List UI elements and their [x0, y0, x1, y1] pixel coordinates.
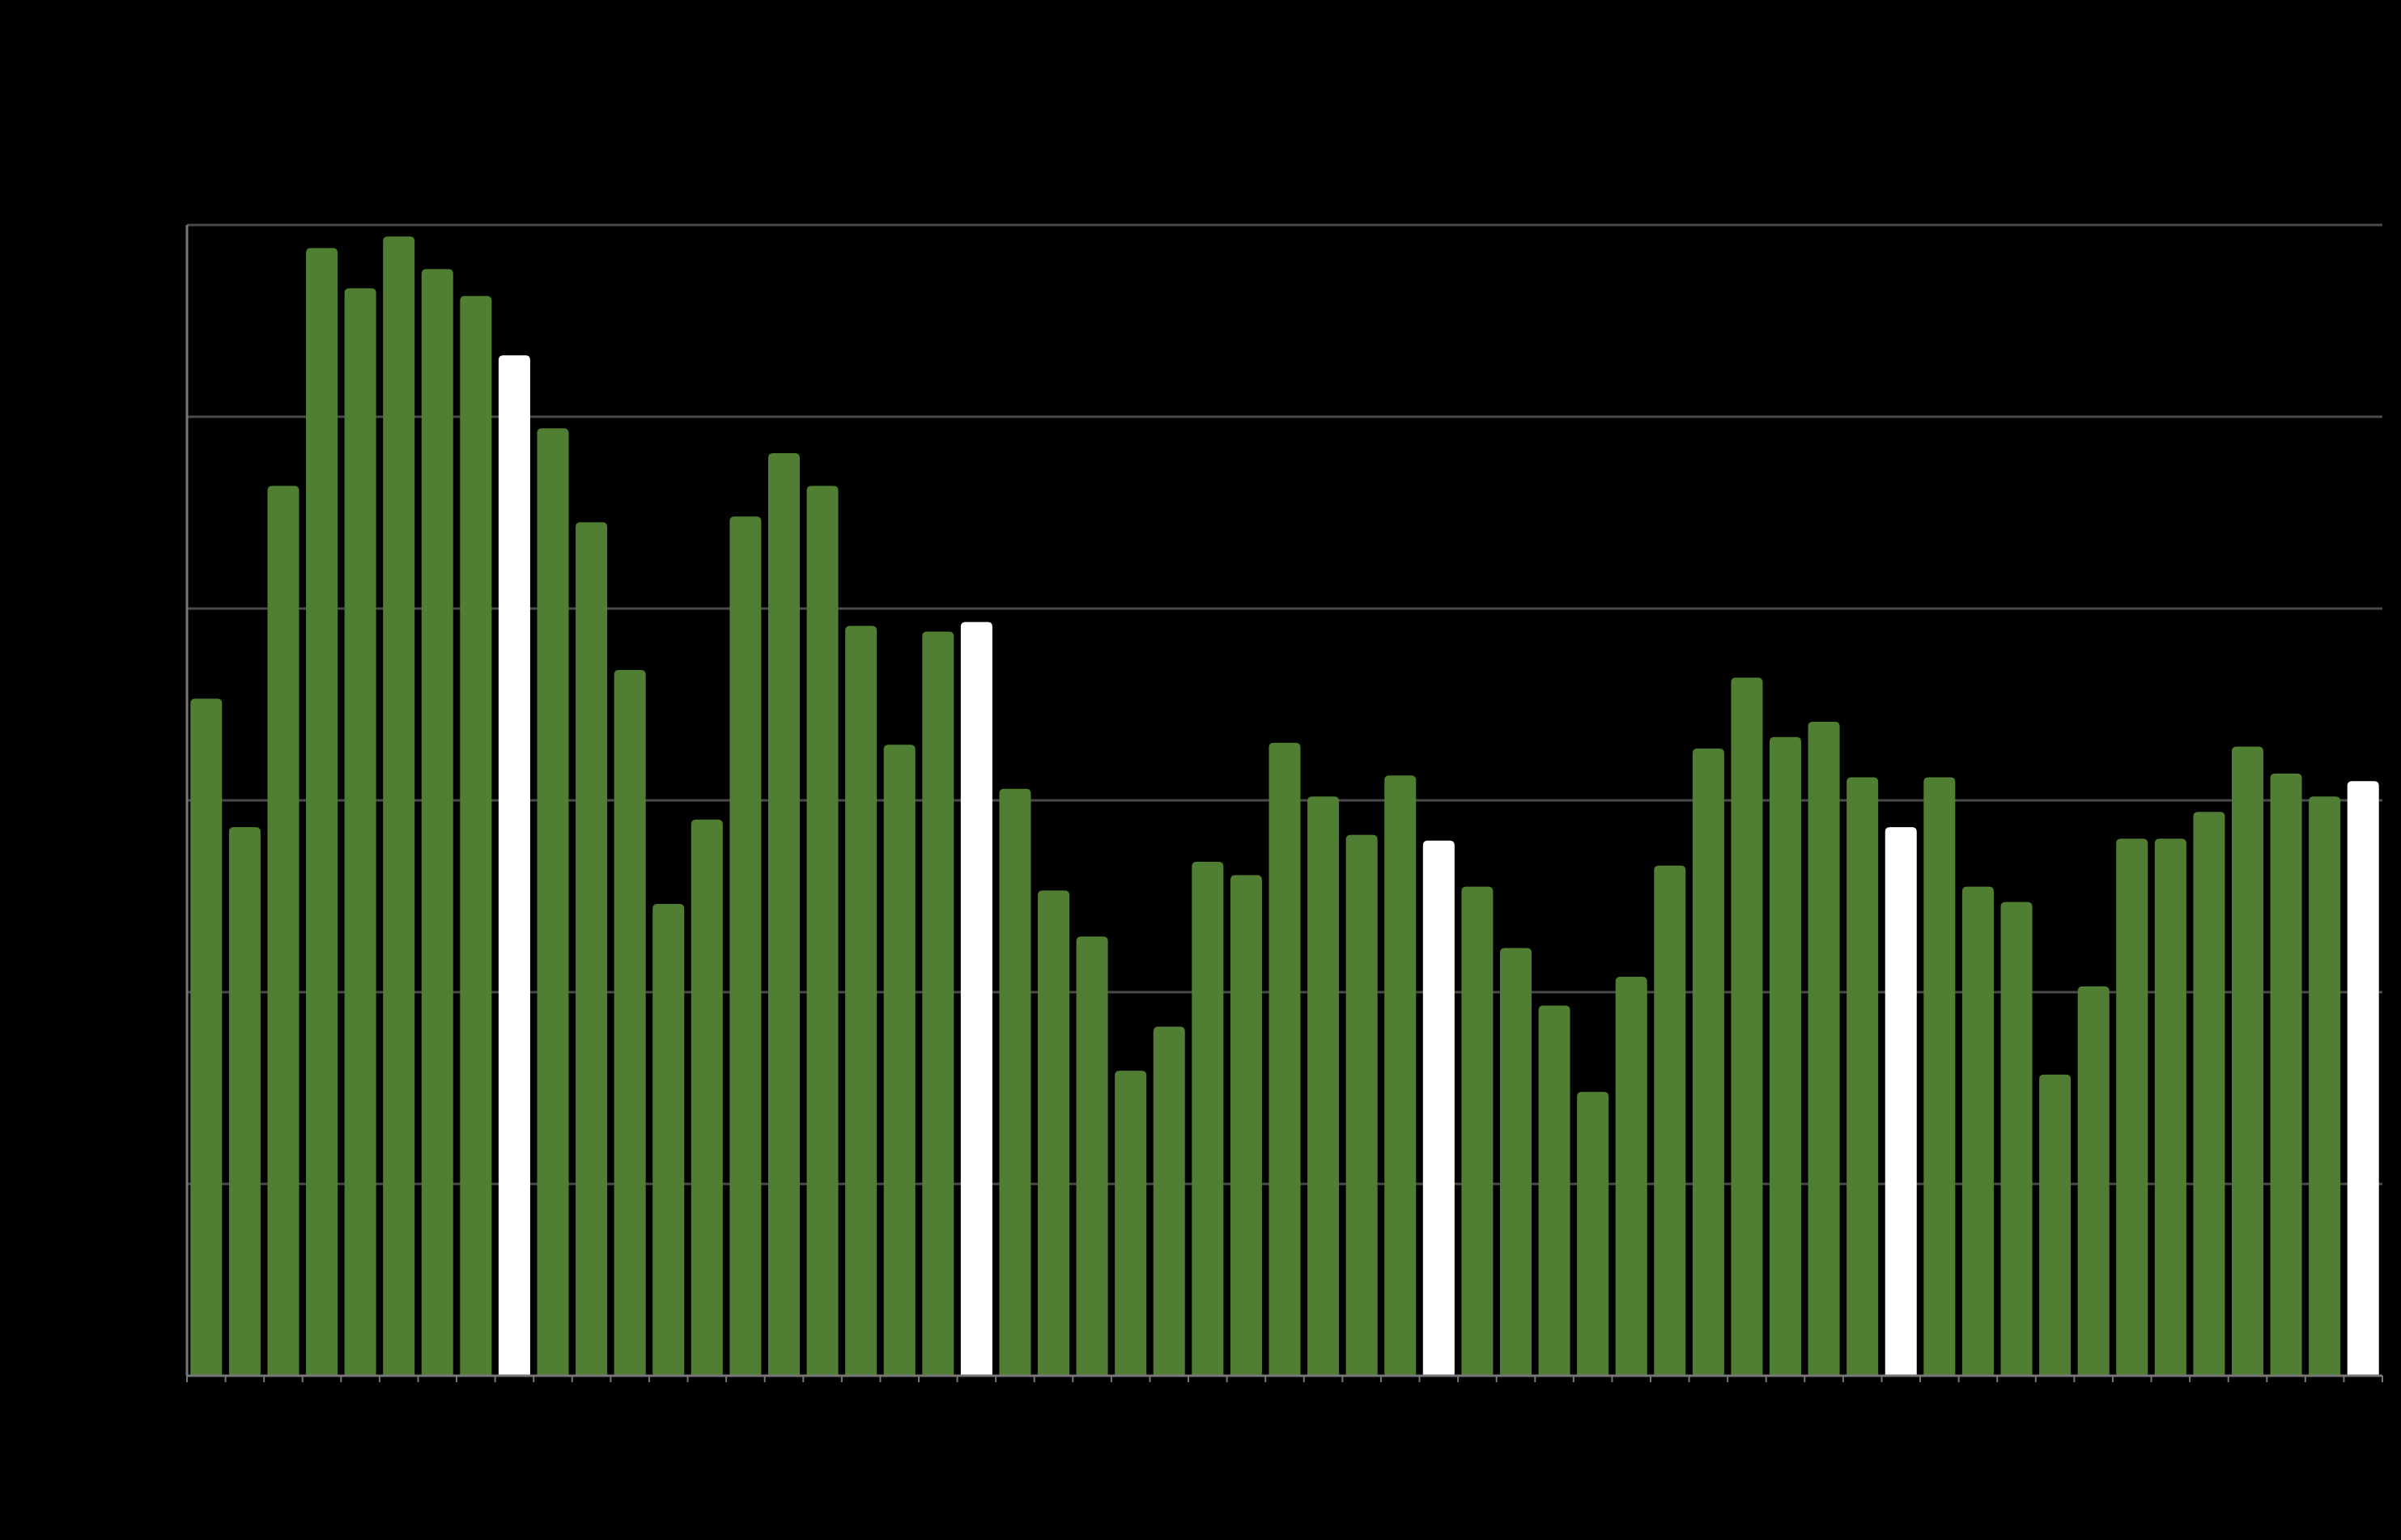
y-tick-label: 10 [151, 1169, 176, 1194]
bar [614, 669, 646, 1376]
bar [1846, 777, 1879, 1376]
bar [1961, 886, 1994, 1376]
bar [1499, 948, 1532, 1376]
bar [1307, 796, 1340, 1376]
bar [1384, 775, 1417, 1376]
bar [1153, 1026, 1185, 1376]
bar [344, 288, 376, 1377]
y-tick-label: 0 [163, 1361, 176, 1386]
bar [306, 248, 338, 1377]
bar [2000, 902, 2033, 1376]
bar [190, 698, 223, 1376]
bar [383, 236, 415, 1377]
bar [2309, 796, 2341, 1376]
bar [1692, 749, 1724, 1376]
bar [1885, 827, 1917, 1376]
bar [960, 622, 992, 1376]
bar [1654, 865, 1686, 1376]
bar [576, 522, 608, 1376]
bar [1115, 1071, 1147, 1376]
bar [2116, 838, 2148, 1376]
bar [1770, 736, 1802, 1376]
bar [1422, 840, 1455, 1376]
bar [1808, 721, 1840, 1376]
bar [1538, 1005, 1570, 1376]
bar [2077, 986, 2110, 1376]
bar [1461, 886, 1494, 1376]
bar [228, 827, 261, 1376]
bar [2039, 1074, 2072, 1376]
bar [1923, 777, 1956, 1376]
bar [1615, 977, 1647, 1376]
bar [1076, 936, 1108, 1376]
bar [2231, 746, 2263, 1376]
bar [2154, 838, 2186, 1376]
bar [498, 355, 530, 1376]
bar [2270, 773, 2302, 1376]
y-tick-label: 30 [151, 786, 176, 811]
bar [1192, 861, 1224, 1376]
bar [421, 269, 453, 1376]
bar [691, 819, 723, 1376]
bar [1577, 1092, 1609, 1376]
bar [460, 295, 492, 1377]
y-tick-label: 20 [151, 978, 176, 1003]
bar [1731, 677, 1763, 1376]
bar [1230, 875, 1262, 1376]
y-tick-label: 40 [151, 594, 176, 619]
bar [2193, 812, 2225, 1376]
bar [806, 486, 839, 1376]
bar [267, 486, 300, 1376]
bar [767, 453, 800, 1376]
bar [1268, 742, 1301, 1376]
bar [729, 516, 762, 1376]
bar [652, 903, 685, 1376]
y-tick-label: 60 [151, 210, 176, 235]
bar [922, 631, 954, 1376]
bar [1038, 890, 1070, 1376]
y-tick-label: 50 [151, 402, 176, 427]
bar [537, 428, 569, 1376]
bar [1345, 834, 1378, 1376]
bar [999, 788, 1031, 1376]
bar [883, 745, 916, 1376]
bar [845, 626, 878, 1376]
bar [2347, 781, 2379, 1376]
